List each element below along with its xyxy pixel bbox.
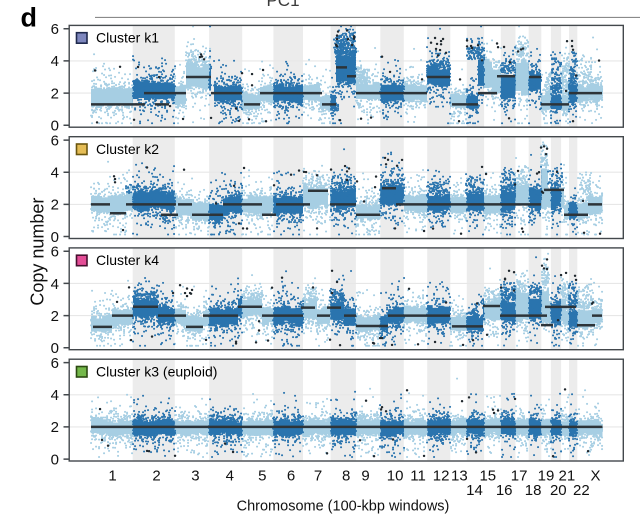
- svg-text:Cluster k1: Cluster k1: [96, 30, 159, 46]
- svg-text:Cluster k2: Cluster k2: [96, 141, 159, 157]
- svg-text:13: 13: [451, 468, 468, 485]
- svg-text:2: 2: [51, 419, 59, 436]
- svg-text:11: 11: [410, 468, 426, 485]
- svg-text:6: 6: [287, 468, 295, 485]
- svg-text:10: 10: [387, 468, 404, 485]
- svg-text:2: 2: [152, 468, 160, 485]
- svg-text:3: 3: [191, 468, 199, 485]
- svg-text:19: 19: [538, 468, 555, 485]
- svg-text:2: 2: [51, 85, 59, 102]
- svg-text:4: 4: [51, 53, 59, 70]
- svg-text:21: 21: [559, 468, 576, 485]
- svg-text:6: 6: [51, 244, 59, 261]
- svg-text:PC1: PC1: [266, 0, 299, 10]
- svg-text:6: 6: [51, 355, 59, 372]
- svg-text:6: 6: [51, 21, 59, 38]
- svg-text:12: 12: [433, 468, 450, 485]
- svg-text:17: 17: [511, 468, 528, 485]
- svg-text:2: 2: [51, 197, 59, 214]
- svg-text:d: d: [21, 3, 38, 33]
- svg-text:0: 0: [51, 118, 59, 135]
- svg-text:1: 1: [108, 468, 116, 485]
- svg-text:14: 14: [466, 482, 483, 499]
- svg-text:2: 2: [51, 308, 59, 325]
- svg-text:7: 7: [314, 468, 322, 485]
- svg-text:X: X: [590, 468, 600, 485]
- svg-text:4: 4: [51, 276, 59, 293]
- svg-text:8: 8: [342, 468, 350, 485]
- svg-text:0: 0: [51, 340, 59, 357]
- svg-text:4: 4: [51, 387, 59, 404]
- svg-text:0: 0: [51, 451, 59, 468]
- svg-text:16: 16: [496, 482, 513, 499]
- svg-text:Cluster k3 (euploid): Cluster k3 (euploid): [96, 363, 217, 379]
- svg-text:15: 15: [479, 468, 496, 485]
- svg-text:20: 20: [550, 482, 567, 499]
- svg-text:0: 0: [51, 229, 59, 246]
- svg-text:5: 5: [258, 468, 266, 485]
- svg-text:6: 6: [51, 132, 59, 149]
- svg-text:22: 22: [573, 482, 590, 499]
- svg-text:9: 9: [361, 468, 369, 485]
- svg-text:Cluster k4: Cluster k4: [96, 252, 159, 268]
- svg-text:4: 4: [51, 165, 59, 182]
- svg-text:Copy number: Copy number: [28, 198, 48, 306]
- svg-text:Chromosome (100-kbp windows): Chromosome (100-kbp windows): [237, 499, 450, 515]
- svg-text:4: 4: [226, 468, 234, 485]
- svg-text:18: 18: [525, 482, 542, 499]
